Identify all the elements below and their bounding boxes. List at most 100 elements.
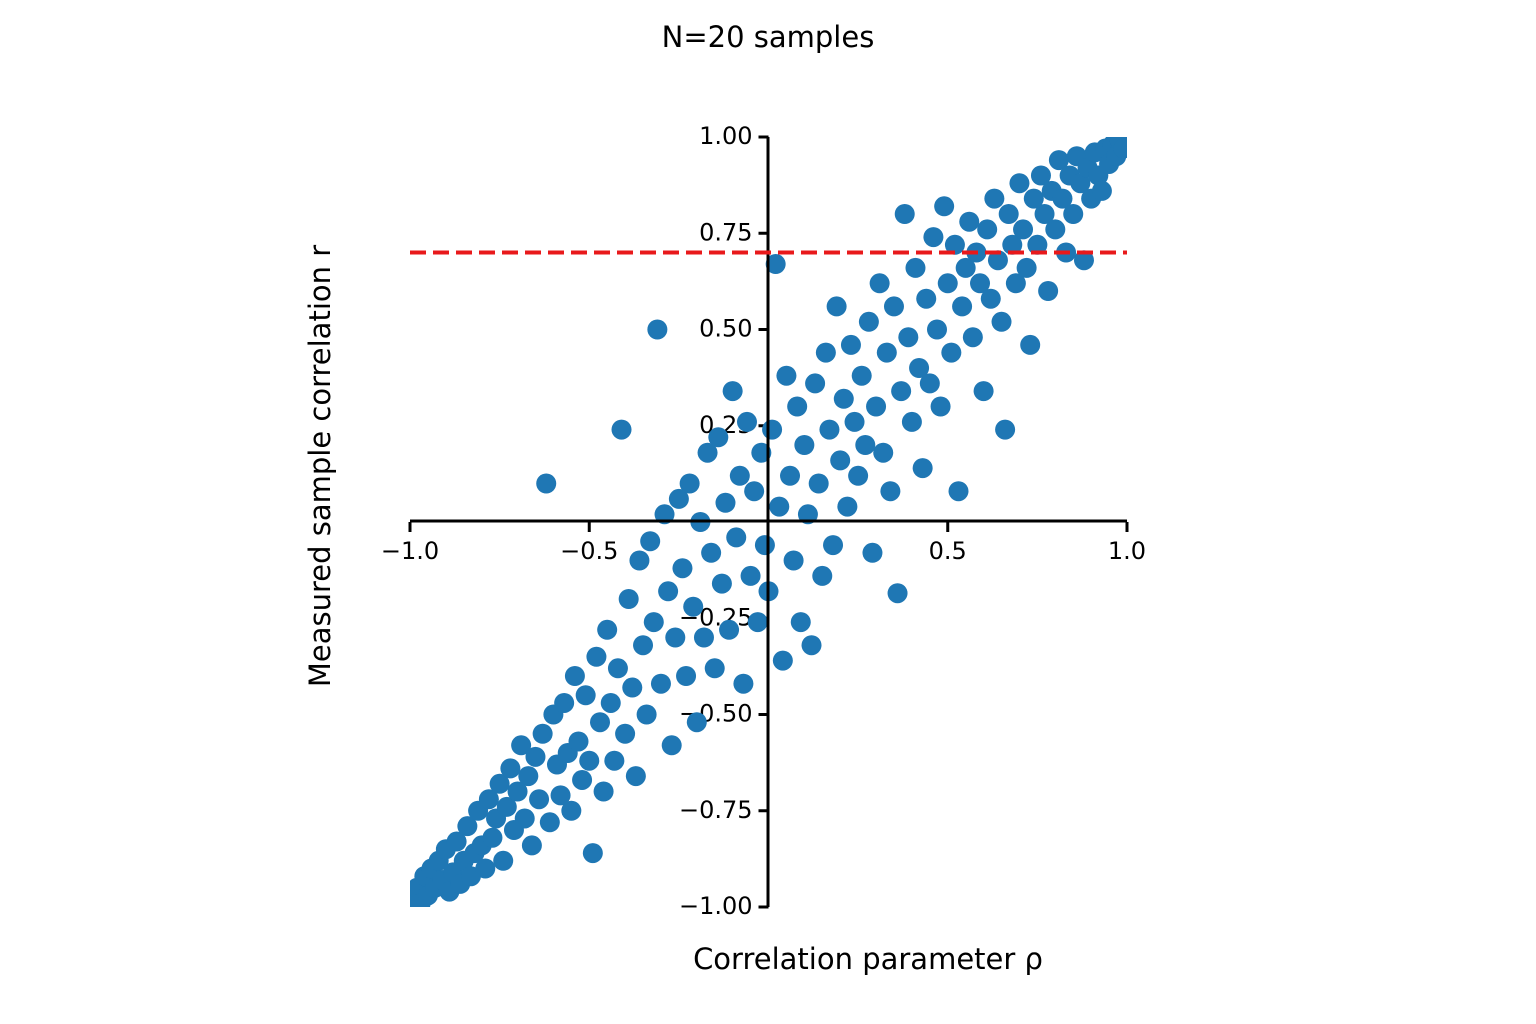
point [704,658,725,679]
point [615,723,636,744]
point [866,396,887,417]
point [805,373,826,394]
point [711,573,732,594]
point [905,257,926,278]
y-tick-label: 0.50 [699,315,752,343]
point [1027,234,1048,255]
point [772,650,793,671]
point [1013,219,1034,240]
point [693,627,714,648]
point [564,666,585,686]
point [697,442,718,463]
point [593,781,614,802]
point [518,766,539,787]
point [740,565,761,586]
point [618,589,639,609]
point [869,273,890,294]
point [762,419,783,440]
point [747,612,768,633]
point [514,808,535,829]
point [722,381,743,402]
point [1045,219,1066,240]
point [984,188,1005,209]
x-tick-label: 0.5 [929,537,967,565]
point [783,550,804,571]
point [923,227,944,248]
point [1020,334,1041,355]
point [561,800,582,821]
point [446,831,467,852]
point [765,254,786,275]
point [862,542,883,563]
point [726,527,747,548]
point [701,542,722,563]
point [780,465,801,486]
point [973,381,994,402]
point [1030,165,1051,186]
point [891,381,912,402]
y-tick-label: 1.00 [699,122,752,150]
point [633,635,654,656]
point [582,843,603,864]
point [1038,281,1059,301]
point [636,704,657,725]
point [980,288,1001,309]
point [776,365,797,386]
point [719,619,740,640]
point [977,219,998,240]
point [837,496,858,517]
point [629,550,650,571]
x-tick-label: −1.0 [381,537,439,565]
point [457,816,478,837]
point [1070,173,1091,194]
point [844,411,865,432]
point [600,692,621,713]
point [507,781,528,802]
point [855,435,876,455]
point [572,769,593,790]
point [819,419,840,440]
point [991,311,1012,332]
point [909,358,930,378]
point [995,419,1016,440]
point [769,496,790,517]
point [478,789,499,810]
point [848,465,869,486]
point [539,812,560,833]
point [1113,138,1127,159]
point [529,789,550,810]
point [858,311,879,332]
point [808,473,829,494]
y-tick-label: −1.00 [679,892,753,920]
point [883,296,904,317]
points [410,137,1127,907]
point [797,504,818,525]
point [962,327,983,348]
point [840,334,861,355]
point [955,257,976,278]
point [794,435,815,455]
point [823,535,844,556]
point [532,723,553,744]
point [751,442,772,463]
point [937,273,958,294]
point [661,735,682,756]
point [686,712,707,733]
y-tick-label: 0.75 [699,218,752,246]
point [1052,188,1073,209]
point [887,583,908,604]
point [970,273,991,294]
point [833,388,854,409]
point [554,692,575,713]
point [916,288,937,309]
point [658,581,679,602]
point [801,635,822,656]
point [590,712,611,733]
point [500,758,521,779]
point [880,481,901,502]
point [654,504,675,525]
point [998,204,1019,224]
chart-title: N=20 samples [662,20,875,54]
point [1009,173,1030,194]
point [934,196,955,217]
